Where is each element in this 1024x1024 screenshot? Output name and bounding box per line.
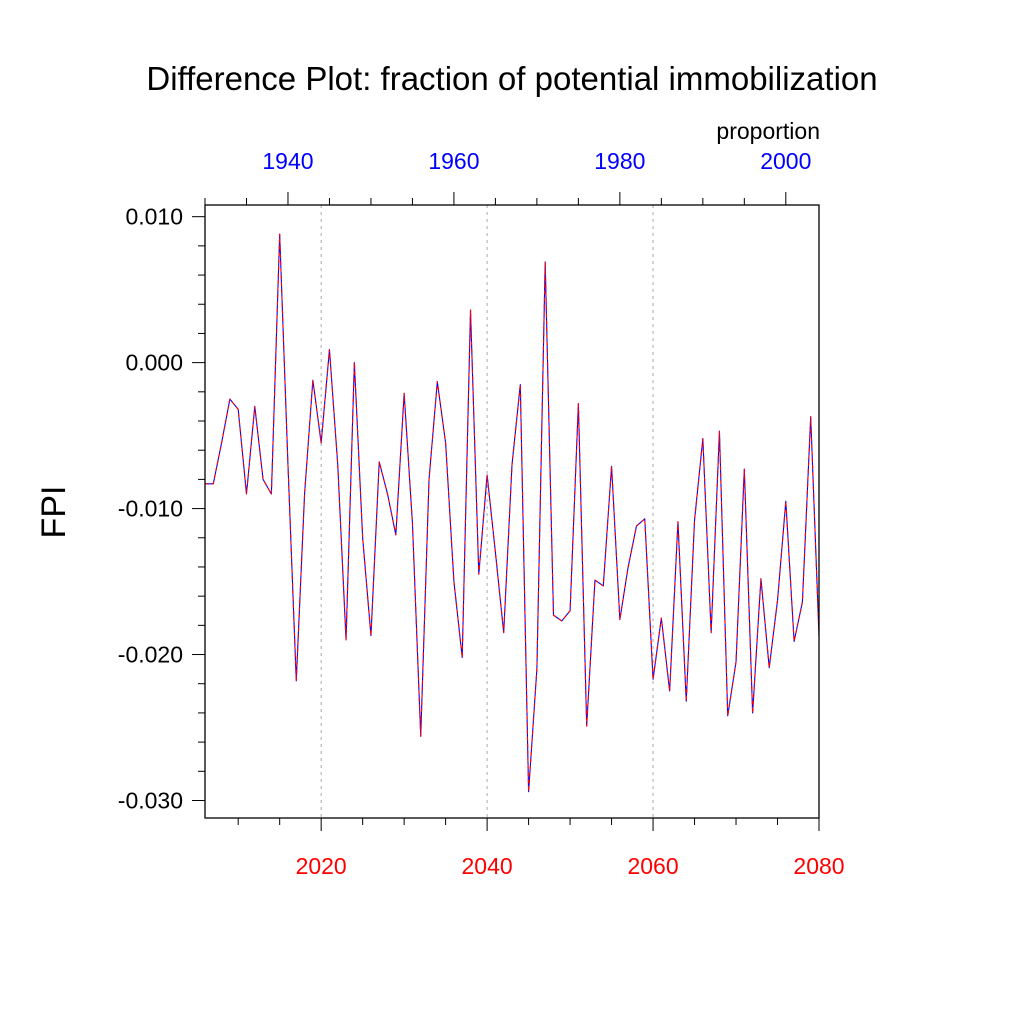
x-top-tick-label: 2000: [760, 148, 811, 174]
x-axis-bottom: 2020 2040 2060 2080: [237, 818, 845, 879]
gridlines: [320, 205, 654, 818]
y-axis: -0.030 -0.020 -0.010 0.000 0.010: [118, 204, 205, 813]
y-tick-label: -0.010: [118, 496, 183, 522]
series-line-blue: [205, 233, 820, 793]
series-layer: [205, 233, 820, 793]
y-axis-label: FPI: [35, 486, 73, 539]
x-bottom-tick-label: 2040: [462, 853, 513, 879]
series-line-red: [205, 233, 820, 793]
x-top-tick-label: 1940: [262, 148, 313, 174]
x-top-tick-label: 1980: [594, 148, 645, 174]
x-bottom-tick-label: 2060: [627, 853, 678, 879]
y-tick-label: 0.010: [125, 204, 183, 230]
top-axis-label: proportion: [716, 118, 820, 144]
x-axis-top: 1940 1960 1980 2000: [204, 148, 811, 205]
y-tick-label: -0.030: [118, 787, 183, 813]
x-bottom-tick-label: 2020: [296, 853, 347, 879]
plot-frame: [204, 204, 820, 819]
chart-title: Difference Plot: fraction of potential i…: [146, 60, 877, 97]
y-tick-label: 0.000: [125, 350, 183, 376]
x-bottom-tick-label: 2080: [793, 853, 844, 879]
x-top-tick-label: 1960: [428, 148, 479, 174]
y-tick-label: -0.020: [118, 642, 183, 668]
